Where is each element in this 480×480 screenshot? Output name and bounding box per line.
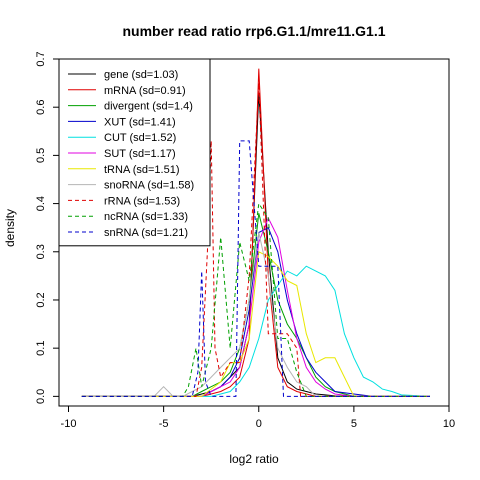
chart-title: number read ratio rrp6.G1.1/mre11.G1.1 [122, 23, 385, 39]
x-tick-label: 0 [256, 418, 262, 430]
axes: -10 -5 0 5 10 0.0 0.1 0.2 0.3 0.4 0.5 0.6 0.7 [35, 51, 455, 430]
y-axis-label: density [3, 209, 17, 247]
legend-label: gene (sd=1.03) [104, 69, 178, 81]
x-axis-label: log2 ratio [229, 452, 279, 466]
legend-label: mRNA (sd=0.91) [104, 85, 186, 97]
series-line [81, 83, 430, 397]
x-tick-label: 10 [443, 418, 455, 430]
legend-label: divergent (sd=1.4) [104, 101, 193, 113]
legend-label: SUT (sd=1.17) [104, 148, 176, 160]
legend-label: tRNA (sd=1.51) [104, 164, 180, 176]
y-tick-label: 0.3 [35, 244, 47, 259]
legend-label: ncRNA (sd=1.33) [104, 211, 188, 223]
y-tick-label: 0.7 [35, 51, 47, 66]
series-line [81, 251, 430, 397]
x-tick-label: -10 [61, 418, 77, 430]
legend-label: snoRNA (sd=1.58) [104, 180, 194, 192]
legend-box [58, 58, 211, 247]
series-line [81, 265, 431, 397]
series-line [81, 140, 430, 397]
x-tick-label: 5 [351, 418, 357, 430]
legend-label: XUT (sd=1.41) [104, 116, 176, 128]
y-tick-label: 0.6 [35, 100, 47, 115]
legend-label: CUT (sd=1.52) [104, 132, 176, 144]
x-tick-label: -5 [159, 418, 169, 430]
series-line [81, 202, 430, 397]
series-line [81, 213, 430, 397]
y-tick-label: 0.4 [35, 196, 47, 211]
series-line [81, 216, 430, 397]
y-tick-label: 0.0 [35, 389, 47, 404]
y-tick-label: 0.1 [35, 341, 47, 356]
y-tick-label: 0.5 [35, 148, 47, 163]
legend-label: snRNA (sd=1.21) [104, 227, 188, 239]
y-tick-label: 0.2 [35, 292, 47, 307]
legend: gene (sd=1.03) mRNA (sd=0.91) divergent (s… [58, 58, 211, 247]
legend-label: rRNA (sd=1.53) [104, 195, 180, 207]
series-lines [81, 68, 431, 397]
